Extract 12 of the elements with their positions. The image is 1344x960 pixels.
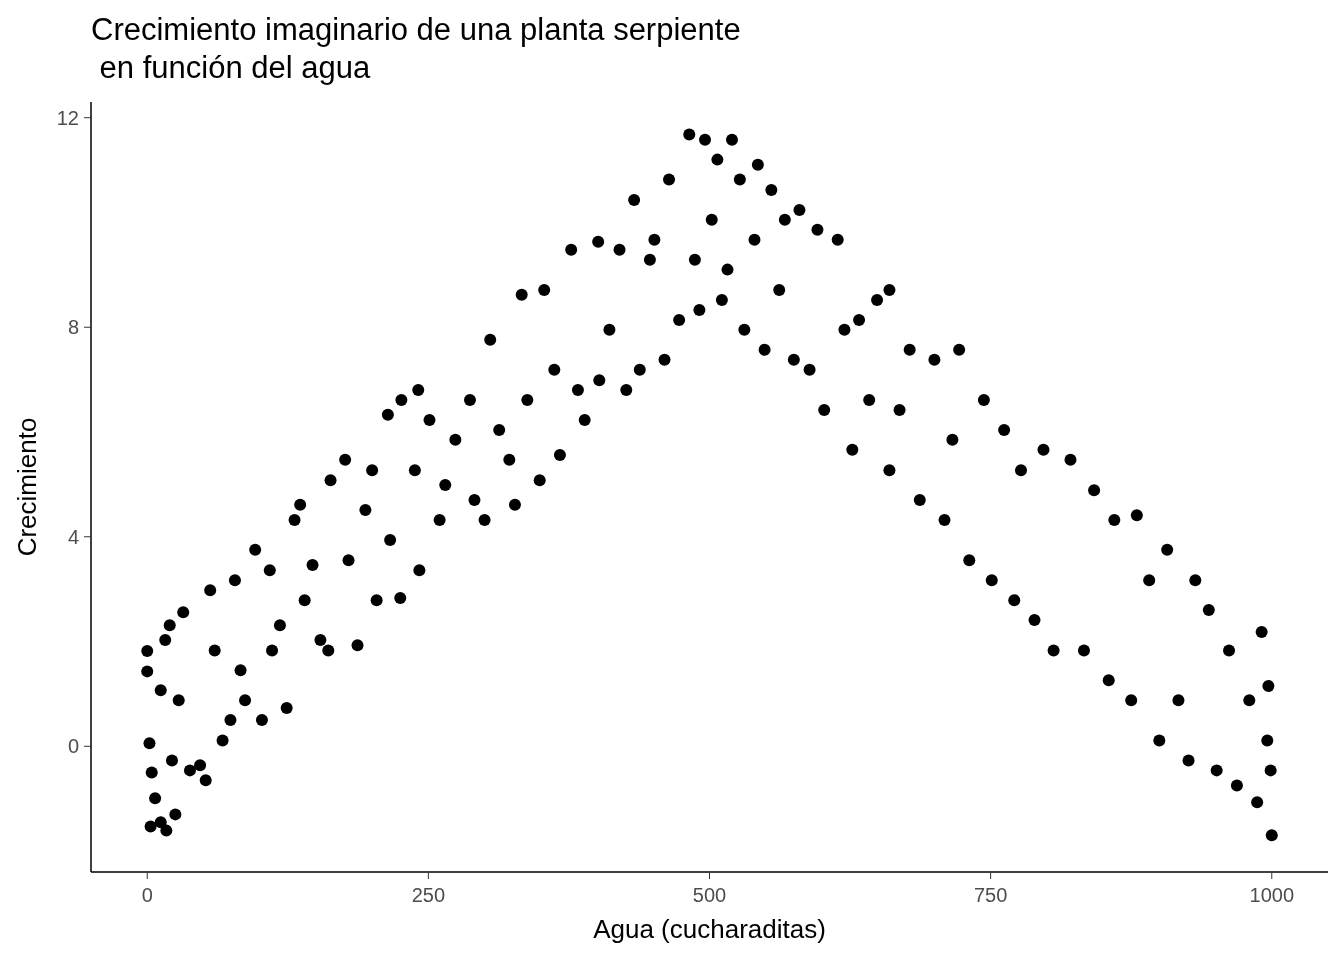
x-tick-label: 0 <box>141 884 153 906</box>
x-tick-label: 250 <box>411 884 446 906</box>
x-tick-label: 1000 <box>1249 884 1295 906</box>
chart-title: Crecimiento imaginario de una planta serpiente en función del agua <box>91 12 741 85</box>
y-axis-title: Crecimiento <box>12 417 42 557</box>
y-tick-label: 0 <box>67 735 79 758</box>
y-tick-label: 4 <box>67 525 79 548</box>
y-tick-label: 8 <box>67 316 79 339</box>
x-tick-label: 750 <box>973 884 1008 906</box>
x-tick-label: 500 <box>692 884 727 906</box>
y-tick-label: 12 <box>56 106 79 129</box>
x-axis-title: Agua (cucharaditas) <box>593 914 826 944</box>
